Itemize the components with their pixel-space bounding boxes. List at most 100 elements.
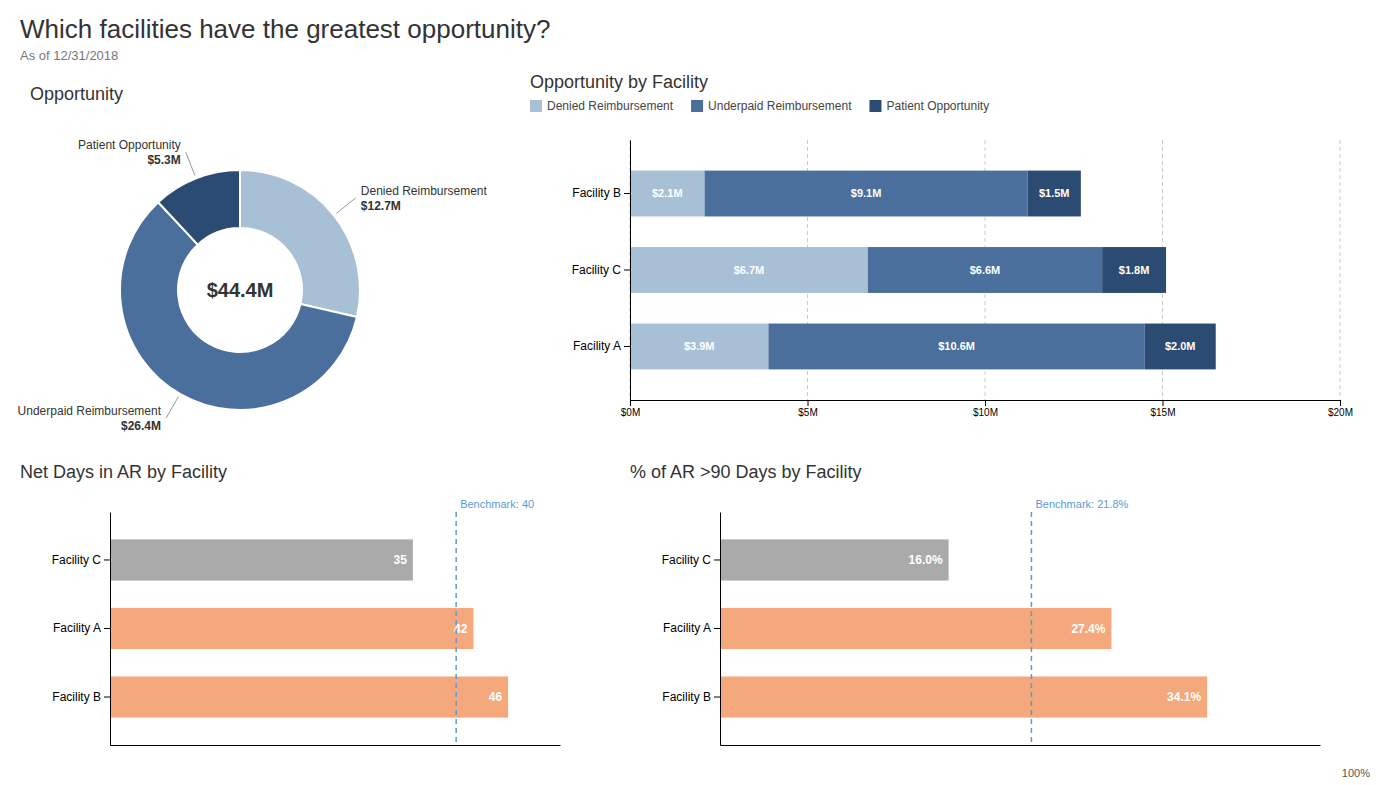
data-label: $1.8M [1119, 264, 1150, 276]
tick-label: Facility A [663, 621, 711, 635]
bar-segment [768, 324, 1144, 370]
bars [720, 539, 1207, 717]
tick-label: Facility B [572, 186, 621, 200]
y-axis: Facility BFacility AFacility C [52, 513, 111, 746]
tick-label: $10M [973, 407, 998, 418]
legend-entry: Underpaid Reimbursement [708, 99, 852, 113]
tick-mark [808, 400, 809, 406]
y-tick: Facility B [52, 690, 110, 704]
leader-line [186, 152, 195, 175]
legend-swatch [530, 100, 542, 112]
bar [110, 608, 473, 649]
donut: $44.4MDenied Reimbursement$12.7MUnderpai… [18, 138, 488, 433]
bar [110, 539, 413, 580]
page-subtitle: As of 12/31/2018 [20, 48, 118, 63]
legend-swatch [691, 100, 703, 112]
bars [630, 171, 1216, 370]
benchmark-label: Benchmark: 40 [460, 498, 534, 510]
x-axis: $0M $5M $10M $15M $20M [621, 400, 1353, 418]
bar-chart: Net Days in AR by Facility 464235 Benchmar… [20, 462, 561, 746]
data-label: $9.1M [851, 187, 882, 199]
data-label: 27.4% [1071, 622, 1105, 636]
y-tick: Facility A [663, 621, 720, 635]
axis-domain [630, 141, 631, 401]
bar-chart: % of AR >90 Days by Facility 34.1% 27.4% 16… [630, 462, 1321, 746]
legend-entry: Denied Reimbursement [547, 99, 674, 113]
tick-mark [1340, 400, 1341, 406]
bar-segment [630, 247, 868, 293]
tick-label: $15M [1150, 407, 1175, 418]
axis-domain [111, 745, 561, 746]
tick-mark [624, 346, 630, 347]
tick-mark [624, 270, 630, 271]
tick-label: Facility A [53, 621, 101, 635]
tick-mark [714, 559, 720, 560]
y-tick: Facility C [572, 263, 630, 277]
tick-label: $0M [621, 407, 640, 418]
axis-domain [720, 513, 721, 746]
leader-line [166, 397, 179, 419]
y-tick: Facility B [662, 690, 720, 704]
data-label: $3.9M [684, 340, 715, 352]
tick-mark [714, 697, 720, 698]
x-tick: $0M [621, 400, 640, 418]
tick-label: $5M [798, 407, 817, 418]
tick-mark [714, 628, 720, 629]
chart-title: Net Days in AR by Facility [20, 462, 227, 482]
bar [720, 676, 1207, 717]
donut-slice [158, 170, 240, 245]
legend: Denied Reimbursement Underpaid Reimbursem… [530, 99, 989, 113]
y-axis: Facility A Facility C Facility B [572, 141, 631, 401]
slice-value: $26.4M [121, 419, 161, 433]
bar [720, 539, 949, 580]
slice-label: Underpaid Reimbursement [18, 404, 162, 418]
data-label: 35 [394, 553, 408, 567]
data-label: 34.1% [1167, 690, 1201, 704]
y-tick: Facility A [53, 621, 110, 635]
data-label: 16.0% [909, 553, 943, 567]
page-title: Which facilities have the greatest oppor… [20, 14, 550, 44]
bar-segment [868, 247, 1102, 293]
tick-mark [624, 193, 630, 194]
tick-label: Facility A [573, 339, 621, 353]
x-tick: $10M [973, 400, 998, 418]
y-axis: Facility B Facility A Facility C [662, 513, 721, 746]
data-label: $2.1M [652, 187, 683, 199]
data-labels: $3.9M$6.7M$2.1M$10.6M$6.6M$9.1M$2.0M$1.8… [652, 187, 1196, 352]
legend-swatch [869, 100, 881, 112]
data-label: $2.0M [1165, 340, 1196, 352]
bar [720, 608, 1111, 649]
slice-label: Patient Opportunity [78, 138, 181, 152]
chart-title: % of AR >90 Days by Facility [630, 462, 862, 482]
x-tick: $5M [798, 400, 817, 418]
tick-mark [630, 400, 631, 406]
dashboard: Which facilities have the greatest oppor… [0, 0, 1382, 785]
slice-value: $5.3M [147, 153, 180, 167]
data-label: $10.6M [938, 340, 975, 352]
y-tick: Facility B [572, 186, 630, 200]
tick-mark [104, 697, 110, 698]
benchmark-line [1031, 512, 1033, 745]
bar-chart: Opportunity by Facility$3.9M$6.7M$2.1M$1… [530, 72, 1353, 418]
x-tick: $20M [1328, 400, 1353, 418]
bars [110, 539, 508, 717]
slice-value: $12.7M [361, 199, 401, 213]
tick-label: $20M [1328, 407, 1353, 418]
data-label: $1.5M [1039, 187, 1070, 199]
bar [110, 676, 508, 717]
axis-domain [721, 745, 1321, 746]
grid [630, 140, 1340, 400]
tick-mark [104, 628, 110, 629]
y-tick: Facility C [662, 553, 720, 567]
bar-segment [705, 171, 1028, 217]
data-labels: 34.1% 27.4% 16.0% [909, 553, 1202, 704]
donut-slice [120, 202, 357, 410]
leader-line [336, 198, 356, 214]
chart-title: Opportunity [30, 84, 123, 104]
data-label: $6.6M [970, 264, 1001, 276]
chart-title: Opportunity by Facility [530, 72, 708, 92]
bar-segment [630, 171, 705, 217]
data-label: 46 [489, 690, 503, 704]
tick-label: Facility C [662, 553, 712, 567]
data-labels: 464235 [394, 553, 503, 704]
